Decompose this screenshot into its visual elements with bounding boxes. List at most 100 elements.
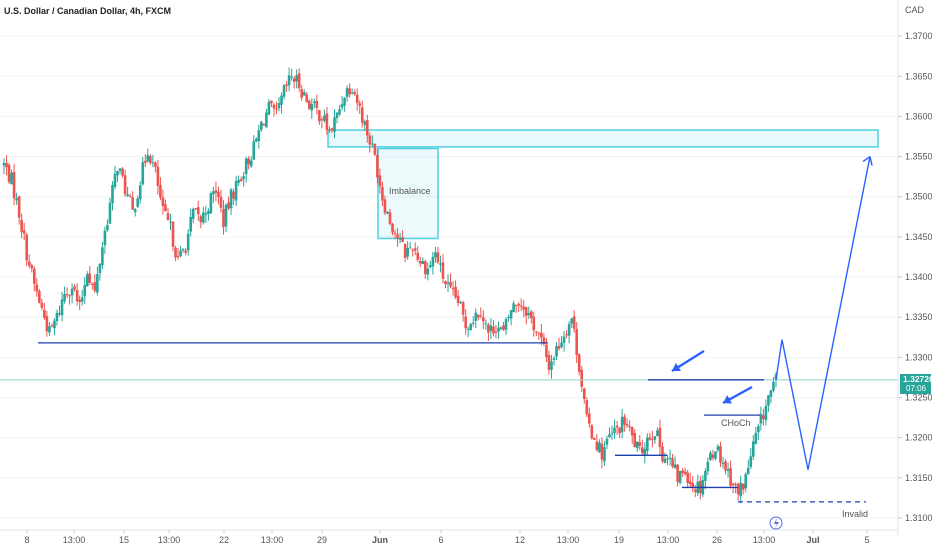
time-axis[interactable]: 8 13:00 15 13:00 22 13:00 29 Jun 6 12 13:00 19 13:00… xyxy=(24,530,870,545)
candle-body xyxy=(219,196,223,208)
candle-body xyxy=(716,446,720,451)
candle-body xyxy=(567,323,571,336)
candle xyxy=(186,229,190,256)
candle-body xyxy=(744,474,748,489)
candle-body xyxy=(300,89,303,98)
candle xyxy=(570,318,573,328)
candle-body xyxy=(572,316,576,329)
candle-body xyxy=(704,471,707,481)
candle-body xyxy=(741,483,745,490)
price-tick-label: 1.32500 xyxy=(905,392,932,402)
candle-body xyxy=(661,446,664,462)
price-axis[interactable]: 1.37000 1.36500 1.36000 1.35500 1.35000 1.345… xyxy=(898,31,932,523)
candle xyxy=(635,441,639,452)
arrow-head xyxy=(723,395,732,404)
candle xyxy=(550,354,553,379)
candle-body xyxy=(207,211,210,214)
candle xyxy=(757,423,760,440)
candle-body xyxy=(653,436,657,440)
candle xyxy=(262,123,266,126)
pointer-arrow-choch xyxy=(722,385,753,405)
price-tick-label: 1.37000 xyxy=(905,31,932,41)
candle xyxy=(30,263,34,273)
candle-body xyxy=(234,181,238,201)
candle xyxy=(514,304,518,313)
candle-body xyxy=(635,441,639,449)
lightning-icon[interactable] xyxy=(769,516,783,530)
candle-body xyxy=(378,175,382,187)
candle-body xyxy=(75,290,79,302)
candle-body xyxy=(449,281,452,287)
candle xyxy=(638,435,642,451)
candle xyxy=(17,195,21,225)
candle xyxy=(199,214,203,229)
candle xyxy=(363,119,367,131)
candle-body xyxy=(693,489,697,492)
candle-body xyxy=(328,129,331,131)
candle-body xyxy=(598,442,601,453)
candle-body xyxy=(439,263,442,265)
candle-body xyxy=(424,261,427,275)
candle-body xyxy=(618,427,621,434)
time-tick-label: 12 xyxy=(515,535,525,545)
candle xyxy=(628,420,631,432)
candle-body xyxy=(318,110,321,122)
candle-body xyxy=(686,472,689,483)
candle-body xyxy=(2,163,6,166)
candle-body xyxy=(527,313,531,315)
candle xyxy=(714,451,717,461)
candle-body xyxy=(454,286,457,298)
candle-body xyxy=(128,195,132,197)
candle xyxy=(300,84,303,101)
candle-body xyxy=(10,172,13,185)
candle xyxy=(2,158,6,175)
candle xyxy=(461,300,465,322)
candle-body xyxy=(270,100,273,104)
candle xyxy=(252,135,256,161)
candle xyxy=(277,97,281,112)
candle-body xyxy=(514,304,518,306)
candle xyxy=(421,257,425,265)
candle-body xyxy=(719,446,722,463)
candle-body xyxy=(58,313,61,315)
candle-body xyxy=(565,334,568,336)
candle xyxy=(431,251,435,275)
candle xyxy=(345,85,349,102)
candle-body xyxy=(383,199,387,213)
candle-body xyxy=(408,247,412,249)
candle xyxy=(181,248,185,253)
candle xyxy=(512,300,515,313)
candle-body xyxy=(5,162,8,168)
candle xyxy=(176,247,180,260)
candle xyxy=(492,320,495,337)
candle xyxy=(502,321,505,331)
candle-body xyxy=(431,256,435,267)
candle-body xyxy=(413,248,417,251)
candle xyxy=(726,462,730,478)
candle xyxy=(469,323,473,331)
candle-body xyxy=(724,461,727,471)
candle-body xyxy=(517,303,520,306)
candle xyxy=(640,439,644,455)
candle-body xyxy=(136,198,140,207)
candle-body xyxy=(676,464,679,482)
candle xyxy=(499,326,503,331)
candle-body xyxy=(537,332,541,334)
candle xyxy=(479,307,483,319)
candle xyxy=(560,336,563,349)
candle xyxy=(532,311,536,337)
candle-body xyxy=(751,441,755,457)
candle-body xyxy=(746,468,750,475)
candle xyxy=(630,426,634,445)
candle-body xyxy=(348,88,351,95)
candle xyxy=(618,426,621,438)
candle-body xyxy=(714,451,717,459)
candle-body xyxy=(131,197,134,210)
candle-body xyxy=(141,162,145,185)
candle-body xyxy=(507,317,510,319)
candle-body xyxy=(762,415,765,419)
candle-body xyxy=(98,263,102,274)
candle xyxy=(439,255,442,273)
candle-body xyxy=(471,322,475,324)
candle xyxy=(529,309,533,324)
